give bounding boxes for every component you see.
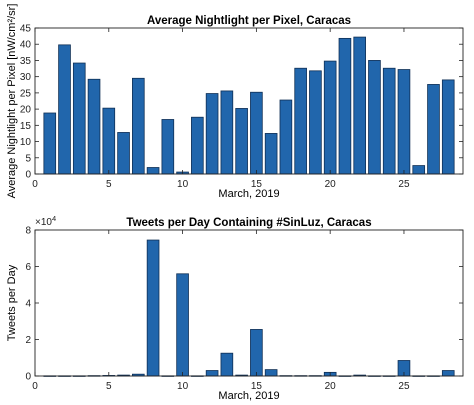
bar: [353, 36, 367, 175]
bar: [250, 91, 263, 175]
bar: [368, 60, 381, 175]
bar: [43, 112, 57, 175]
x-tick-label: 5: [106, 179, 112, 190]
y-tick-label: 0: [25, 372, 31, 383]
y-tick-label: 20: [20, 105, 32, 116]
bar: [191, 116, 204, 175]
y-tick-label: 35: [20, 56, 32, 67]
chart-panel-2: 0 5 10 15 20 25 0 2 4 6 8 Tweets per Day Containing…: [6, 214, 464, 402]
y-tick-label: 45: [20, 24, 32, 35]
bar: [382, 67, 396, 175]
y-axis-label: Tweets per Day: [6, 264, 18, 341]
y-tick-label: 15: [20, 121, 32, 132]
bar: [412, 165, 426, 175]
x-axis-label: March, 2019: [218, 188, 279, 200]
x-tick-label: 0: [32, 381, 38, 392]
bar: [441, 370, 455, 377]
bar: [427, 84, 440, 175]
y-tick-label: 25: [20, 88, 32, 99]
x-tick-label: 10: [177, 179, 189, 190]
y-tick-label: 8: [25, 226, 31, 237]
y-tick-label: 10: [20, 137, 32, 148]
bar: [102, 107, 116, 175]
x-tick-label: 15: [251, 179, 263, 190]
bar: [205, 93, 219, 175]
bar: [294, 67, 307, 175]
axes-frame: [34, 27, 464, 175]
y-tick-label: 4: [25, 299, 31, 310]
y-tick-label: 2: [25, 335, 31, 346]
chart-title: Average Nightlight per Pixel, Caracas: [147, 15, 351, 27]
bar: [397, 69, 411, 175]
bar: [146, 167, 160, 175]
bar: [146, 239, 160, 377]
bar: [87, 78, 101, 175]
bar: [220, 352, 234, 377]
y-axis-label: Average Nightlight per Pixel [nW/cm²/sr]: [6, 4, 18, 199]
y-tick-label: 6: [25, 262, 31, 273]
y-tick-label: 0: [25, 170, 31, 181]
bar: [264, 369, 278, 377]
bar: [323, 60, 337, 175]
x-tick-label: 20: [325, 381, 337, 392]
bar: [58, 44, 71, 175]
bar: [279, 99, 293, 175]
bar: [264, 133, 278, 175]
bar: [338, 37, 352, 175]
y-axis-exponent: ×104: [35, 214, 56, 228]
bar: [235, 108, 248, 175]
x-tick-label: 5: [106, 381, 112, 392]
y-tick-label: 40: [20, 40, 32, 51]
bar: [117, 132, 130, 175]
bar: [220, 90, 234, 175]
bar: [176, 273, 189, 377]
bar: [72, 62, 86, 175]
bar: [161, 119, 175, 175]
x-axis-label: March, 2019: [218, 390, 279, 402]
chart-title: Tweets per Day Containing #SinLuz, Carac…: [126, 217, 371, 229]
y-tick-label: 5: [25, 153, 31, 164]
y-tick-label: 30: [20, 72, 32, 83]
bar: [250, 329, 263, 377]
bar: [132, 77, 145, 175]
x-tick-label: 15: [251, 381, 263, 392]
x-tick-label: 0: [32, 179, 38, 190]
axes-frame: [34, 229, 464, 377]
bar: [205, 370, 219, 377]
x-tick-label: 20: [325, 179, 337, 190]
x-tick-label: 10: [177, 381, 189, 392]
x-tick-label: 25: [398, 179, 410, 190]
bar: [309, 70, 322, 175]
bar: [441, 79, 455, 175]
x-tick-label: 25: [398, 381, 410, 392]
